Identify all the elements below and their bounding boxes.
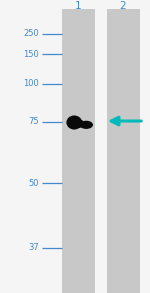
- Text: 50: 50: [28, 179, 39, 188]
- Bar: [61, 9, 94, 293]
- Ellipse shape: [80, 121, 93, 129]
- Text: 75: 75: [28, 117, 39, 126]
- Ellipse shape: [73, 120, 85, 128]
- Text: 150: 150: [23, 50, 39, 59]
- Ellipse shape: [66, 115, 82, 130]
- Text: 250: 250: [23, 29, 39, 38]
- Text: 1: 1: [75, 1, 81, 11]
- Text: 2: 2: [120, 1, 126, 11]
- Text: 100: 100: [23, 79, 39, 88]
- Text: 37: 37: [28, 243, 39, 252]
- Bar: [106, 9, 140, 293]
